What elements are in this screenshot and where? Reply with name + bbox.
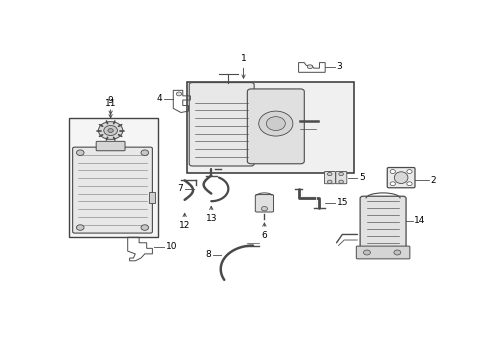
Text: 13: 13 [205, 214, 217, 223]
FancyBboxPatch shape [96, 141, 125, 151]
FancyBboxPatch shape [73, 147, 152, 233]
Bar [187, 82, 354, 174]
Text: 2: 2 [431, 176, 436, 185]
FancyBboxPatch shape [387, 167, 415, 188]
Bar [148, 192, 155, 203]
Circle shape [141, 225, 148, 230]
FancyBboxPatch shape [247, 89, 304, 164]
Circle shape [327, 172, 332, 176]
Text: 1: 1 [241, 54, 246, 63]
Text: 7: 7 [177, 184, 183, 193]
Circle shape [261, 207, 268, 211]
Circle shape [339, 172, 343, 176]
Circle shape [390, 170, 395, 174]
Circle shape [98, 122, 123, 139]
Circle shape [407, 170, 412, 174]
Circle shape [176, 92, 182, 96]
FancyBboxPatch shape [324, 172, 336, 184]
FancyBboxPatch shape [189, 82, 254, 166]
Circle shape [108, 129, 113, 132]
Circle shape [267, 117, 285, 131]
Text: 4: 4 [156, 94, 162, 103]
Text: 6: 6 [262, 231, 267, 240]
Text: 3: 3 [337, 62, 343, 71]
Bar [69, 118, 158, 237]
Text: 8: 8 [205, 251, 211, 260]
Text: 15: 15 [337, 198, 348, 207]
Circle shape [364, 250, 370, 255]
Text: 12: 12 [179, 221, 190, 230]
FancyBboxPatch shape [356, 246, 410, 259]
Circle shape [141, 150, 148, 156]
Circle shape [104, 126, 118, 135]
FancyBboxPatch shape [336, 172, 347, 184]
Circle shape [307, 65, 313, 69]
Circle shape [407, 182, 412, 186]
Circle shape [390, 182, 395, 186]
Text: 11: 11 [105, 99, 116, 108]
Circle shape [339, 180, 343, 184]
FancyBboxPatch shape [255, 194, 273, 212]
Circle shape [76, 225, 84, 230]
FancyBboxPatch shape [360, 196, 406, 251]
Text: 9: 9 [108, 96, 114, 105]
Circle shape [76, 150, 84, 156]
Circle shape [259, 111, 293, 136]
Text: 5: 5 [359, 173, 365, 182]
Circle shape [327, 180, 332, 184]
Text: 10: 10 [166, 242, 177, 251]
Text: 14: 14 [415, 216, 426, 225]
Ellipse shape [394, 172, 408, 184]
Circle shape [394, 250, 401, 255]
